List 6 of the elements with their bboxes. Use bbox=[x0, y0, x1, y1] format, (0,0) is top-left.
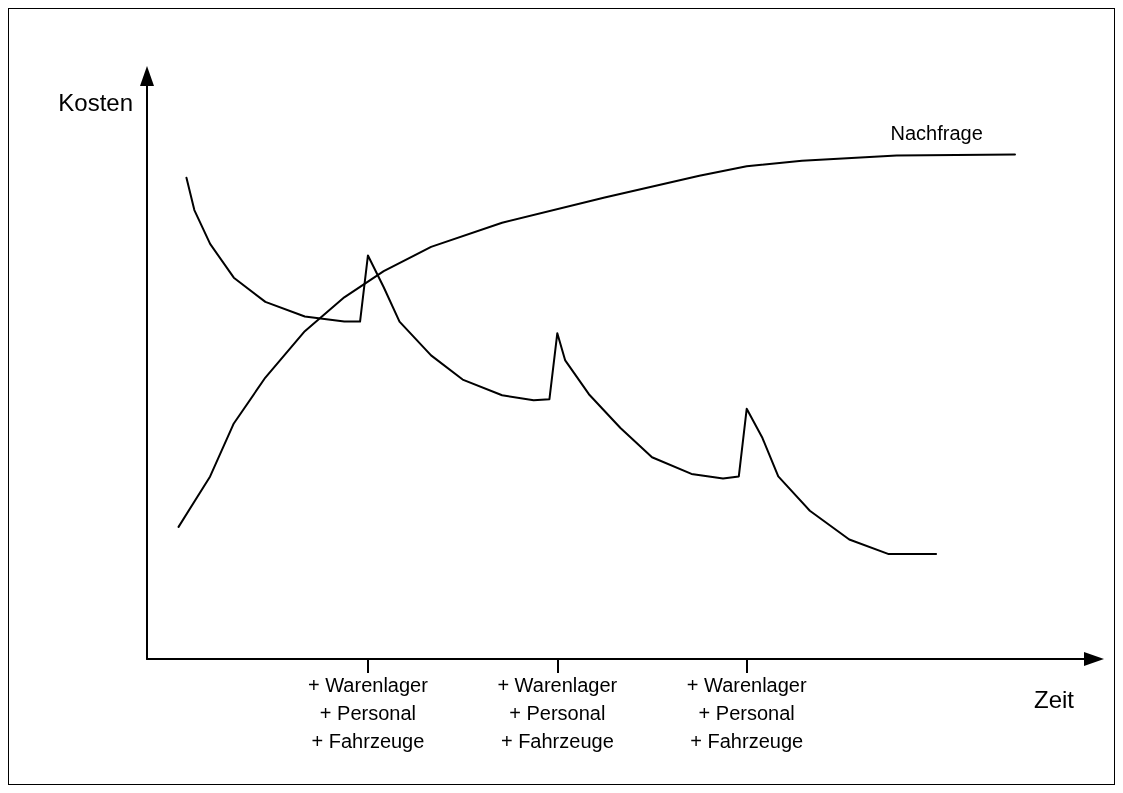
y-axis-title: Kosten bbox=[58, 88, 133, 116]
x-axis-title: Zeit bbox=[1033, 685, 1075, 713]
x-tick-label: + Warenlager + Personal + Fahrzeuge bbox=[497, 674, 618, 752]
x-tick-label: + Warenlager + Personal + Fahrzeuge bbox=[686, 674, 807, 752]
series-label: Nachfrage bbox=[890, 121, 983, 144]
x-tick-label: + Warenlager + Personal + Fahrzeuge bbox=[308, 674, 429, 752]
